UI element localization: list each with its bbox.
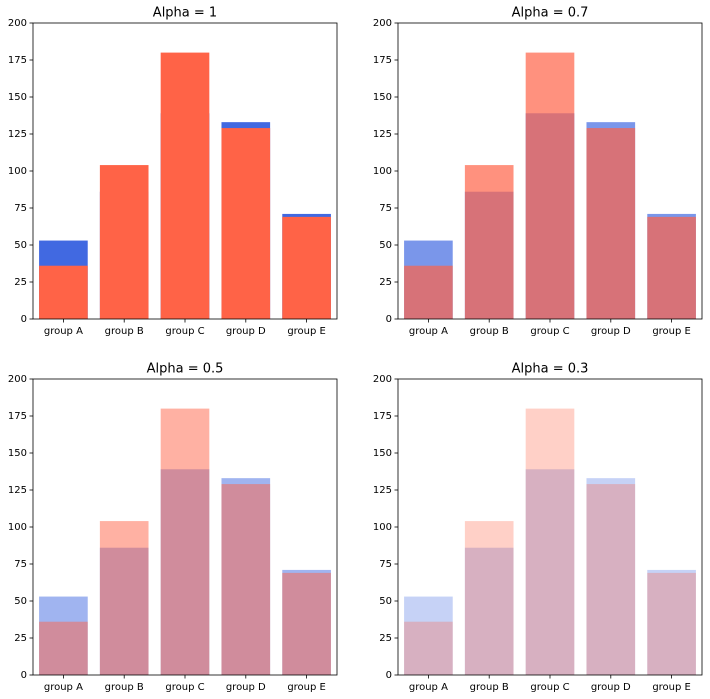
x-tick-label: group C xyxy=(530,682,569,693)
x-tick-label: group D xyxy=(591,682,631,693)
bar xyxy=(404,621,453,675)
y-tick-label: 125 xyxy=(8,485,27,496)
y-tick-label: 75 xyxy=(14,203,27,214)
y-tick-label: 0 xyxy=(21,670,27,681)
y-tick-label: 125 xyxy=(373,485,392,496)
y-tick-label: 125 xyxy=(373,129,392,140)
y-tick-label: 25 xyxy=(379,633,392,644)
x-tick-label: group D xyxy=(226,326,266,337)
chart-title: Alpha = 0.3 xyxy=(512,362,589,377)
x-tick-label: group B xyxy=(470,326,509,337)
y-tick-label: 0 xyxy=(386,670,392,681)
bar xyxy=(99,165,149,319)
x-tick-label: group E xyxy=(287,682,326,693)
x-tick-label: group E xyxy=(652,326,691,337)
y-tick-label: 100 xyxy=(373,522,392,533)
bar xyxy=(464,521,514,675)
x-tick-label: group D xyxy=(226,682,266,693)
y-tick-label: 200 xyxy=(8,374,27,385)
y-tick-label: 100 xyxy=(8,522,27,533)
y-tick-label: 75 xyxy=(14,559,27,570)
y-tick-label: 150 xyxy=(373,92,392,103)
bar xyxy=(586,484,636,675)
y-tick-label: 200 xyxy=(8,18,27,29)
bar xyxy=(464,165,514,319)
x-tick-label: group A xyxy=(409,682,448,693)
x-tick-label: group B xyxy=(105,682,144,693)
bar xyxy=(647,569,696,675)
y-tick-label: 50 xyxy=(14,596,27,607)
y-tick-label: 75 xyxy=(379,203,392,214)
y-tick-label: 75 xyxy=(379,559,392,570)
y-tick-label: 25 xyxy=(14,633,27,644)
bar xyxy=(39,621,88,675)
y-tick-label: 50 xyxy=(379,240,392,251)
bar xyxy=(586,478,636,675)
bar xyxy=(282,216,331,319)
chart-title: Alpha = 1 xyxy=(153,6,217,21)
y-tick-label: 150 xyxy=(8,92,27,103)
bar xyxy=(586,128,636,319)
y-tick-label: 175 xyxy=(8,411,27,422)
bar xyxy=(525,52,575,319)
y-tick-label: 0 xyxy=(386,314,392,325)
y-tick-label: 175 xyxy=(373,55,392,66)
y-tick-label: 175 xyxy=(373,411,392,422)
bar xyxy=(404,596,453,675)
x-tick-label: group B xyxy=(470,682,509,693)
x-tick-label: group A xyxy=(44,682,83,693)
y-tick-label: 125 xyxy=(8,129,27,140)
y-tick-label: 200 xyxy=(373,18,392,29)
bar xyxy=(525,469,575,675)
x-tick-label: group C xyxy=(165,682,204,693)
y-tick-label: 25 xyxy=(379,277,392,288)
bar xyxy=(647,572,696,675)
bar xyxy=(221,484,271,675)
bar xyxy=(404,265,453,319)
y-tick-label: 150 xyxy=(373,448,392,459)
bar xyxy=(525,408,575,675)
y-tick-label: 100 xyxy=(8,166,27,177)
bar xyxy=(282,572,331,675)
x-tick-label: group C xyxy=(530,326,569,337)
y-tick-label: 25 xyxy=(14,277,27,288)
y-tick-label: 100 xyxy=(373,166,392,177)
bar xyxy=(221,128,271,319)
y-tick-label: 200 xyxy=(373,374,392,385)
chart-title: Alpha = 0.7 xyxy=(512,6,589,21)
x-tick-label: group E xyxy=(652,682,691,693)
x-tick-label: group D xyxy=(591,326,631,337)
x-tick-label: group A xyxy=(44,326,83,337)
x-tick-label: group E xyxy=(287,326,326,337)
x-tick-label: group C xyxy=(165,326,204,337)
y-tick-label: 50 xyxy=(14,240,27,251)
bar xyxy=(647,216,696,319)
bar xyxy=(160,52,210,319)
chart-title: Alpha = 0.5 xyxy=(147,362,224,377)
y-tick-label: 0 xyxy=(21,314,27,325)
x-tick-label: group B xyxy=(105,326,144,337)
y-tick-label: 150 xyxy=(8,448,27,459)
x-tick-label: group A xyxy=(409,326,448,337)
y-tick-label: 50 xyxy=(379,596,392,607)
bar xyxy=(99,521,149,675)
y-tick-label: 175 xyxy=(8,55,27,66)
bar xyxy=(464,547,514,675)
bar xyxy=(160,408,210,675)
bar xyxy=(39,265,88,319)
